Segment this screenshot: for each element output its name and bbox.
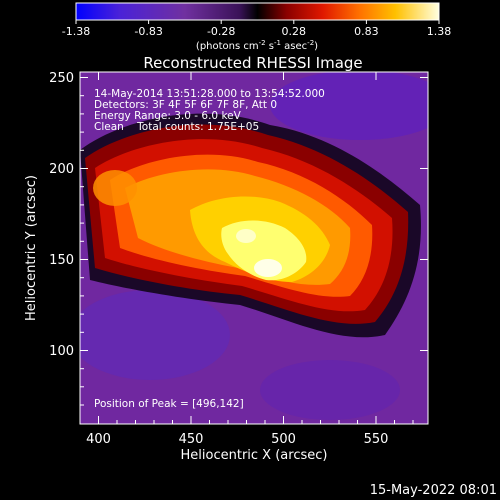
- x-tick-label: 400: [86, 432, 111, 447]
- colorbar-gradient: [75, 2, 440, 21]
- colorbar-units: (photons cm-2 s-1 asec-2): [196, 39, 318, 52]
- y-axis: [80, 77, 428, 406]
- y-tick-label: 250: [49, 71, 74, 86]
- colorbar-tick-label: 0.28: [282, 25, 307, 38]
- x-axis: [79, 72, 414, 424]
- x-tick-label: 500: [271, 432, 296, 447]
- colorbar-tick-label: -0.83: [134, 25, 162, 38]
- colorbar-tick-label: -1.38: [62, 25, 90, 38]
- flare-image: [80, 72, 428, 424]
- y-tick-label: 150: [49, 253, 74, 268]
- annotation-time-range: 14-May-2014 13:51:28.000 to 13:54:52.000: [94, 88, 325, 100]
- colorbar-tick-label: -0.28: [207, 25, 235, 38]
- x-tick-label: 450: [179, 432, 204, 447]
- annotation-energy: Energy Range: 3.0 - 6.0 keV: [94, 110, 242, 122]
- colorbar: -1.38 -0.83 -0.28 0.28 0.83 1.38 (photon…: [62, 2, 452, 52]
- colorbar-tick-label: 0.83: [354, 25, 379, 38]
- annotation-peak: Position of Peak = [496,142]: [94, 398, 244, 410]
- plot-title: Reconstructed RHESSI Image: [143, 54, 362, 72]
- annotation-clean: Clean Total counts: 1.75E+05: [94, 121, 259, 133]
- x-axis-label: Heliocentric X (arcsec): [181, 448, 328, 463]
- colorbar-tick-label: 1.38: [427, 25, 452, 38]
- y-tick-label: 200: [49, 162, 74, 177]
- x-tick-label: 550: [364, 432, 389, 447]
- annotation-detectors: Detectors: 3F 4F 5F 6F 7F 8F, Att 0: [94, 99, 277, 111]
- plot-frame: [79, 71, 429, 425]
- y-tick-label: 100: [49, 344, 74, 359]
- colorbar-tick-marks: [75, 20, 440, 24]
- footer-date: 15-May-2022 08:01: [370, 483, 497, 498]
- y-axis-label: Heliocentric Y (arcsec): [24, 175, 39, 321]
